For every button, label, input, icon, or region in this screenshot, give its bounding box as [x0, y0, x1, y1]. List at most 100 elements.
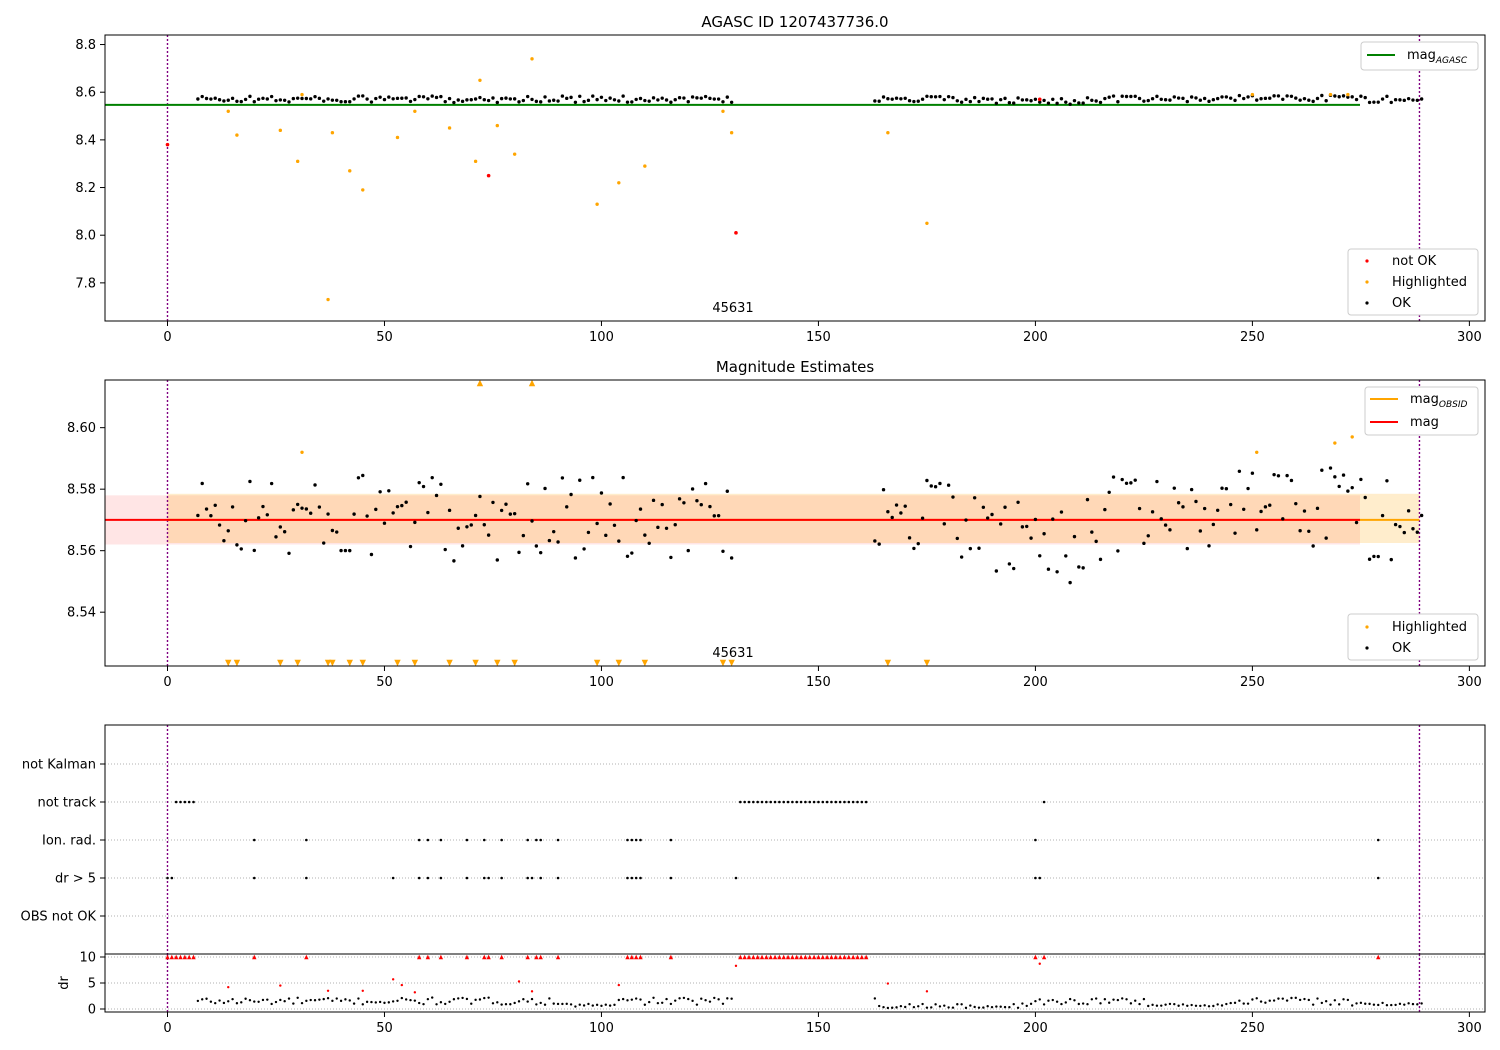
- ok-point: [313, 483, 317, 487]
- not-ok-point: [486, 173, 491, 178]
- ok-point: [1367, 100, 1372, 105]
- dr-clipped-marker: [794, 954, 799, 960]
- dr-point: [882, 1005, 885, 1009]
- flag-point: [851, 800, 855, 804]
- x-tick-label: 0: [163, 1021, 171, 1036]
- below-range-marker: [277, 659, 284, 667]
- dr-point: [665, 997, 668, 1001]
- ok-point: [946, 94, 951, 99]
- dr-point: [969, 1004, 972, 1007]
- highlighted-point: [1346, 92, 1350, 97]
- dr-highlight-point: [517, 980, 521, 983]
- ok-point: [1302, 509, 1307, 513]
- dr-point: [1355, 1002, 1358, 1005]
- dr-point: [1047, 999, 1050, 1002]
- ok-point: [1016, 96, 1020, 100]
- flag-point: [808, 800, 812, 804]
- ok-point: [560, 94, 565, 98]
- flag-point: [305, 838, 308, 842]
- dr-clipped-marker: [191, 954, 196, 960]
- ok-point: [586, 530, 591, 535]
- dr-point: [240, 1001, 243, 1004]
- flag-point: [830, 800, 833, 804]
- ok-point: [287, 100, 291, 104]
- dr-point: [947, 1006, 950, 1009]
- ok-point: [1263, 505, 1268, 509]
- ok-point: [1059, 510, 1064, 514]
- ok-point: [1051, 517, 1055, 521]
- flag-point: [804, 800, 807, 804]
- ok-point: [1285, 94, 1289, 98]
- dr-point: [357, 997, 360, 1000]
- ok-point: [625, 554, 630, 558]
- ok-point: [426, 97, 430, 101]
- ok-point: [261, 96, 265, 101]
- dr-point: [1394, 1003, 1397, 1007]
- flag-point: [439, 838, 443, 842]
- y-tick-label: 8.2: [75, 181, 96, 196]
- ok-point: [1012, 101, 1016, 105]
- highlighted-point: [326, 297, 330, 302]
- ok-point: [426, 510, 430, 515]
- dr-point: [530, 997, 534, 1001]
- above-range-marker: [528, 379, 536, 387]
- ok-point: [252, 100, 256, 104]
- ok-point: [317, 96, 322, 101]
- flag-point: [834, 800, 838, 804]
- ok-point: [994, 569, 999, 573]
- dr-point: [266, 998, 269, 1001]
- ok-point: [565, 96, 569, 101]
- highlighted-point: [300, 92, 304, 97]
- dr-point: [1012, 1002, 1015, 1006]
- dr-point: [678, 997, 681, 1000]
- highlighted-point: [1333, 441, 1337, 445]
- ok-point: [1055, 101, 1059, 106]
- ok-point: [565, 505, 569, 509]
- dr-point: [1381, 1001, 1384, 1005]
- ok-point: [1181, 96, 1185, 101]
- dr-point: [995, 1005, 998, 1008]
- dr-point: [1403, 1003, 1406, 1006]
- dr-point: [470, 1002, 473, 1005]
- dr-clipped-marker: [1033, 954, 1038, 960]
- ok-point: [599, 95, 604, 99]
- ok-point: [1129, 94, 1133, 99]
- ok-point: [439, 482, 443, 486]
- dr-point: [1238, 999, 1241, 1002]
- below-range-marker: [728, 659, 735, 667]
- flag-point: [812, 800, 816, 804]
- ok-point: [1055, 570, 1059, 574]
- ok-point: [942, 97, 946, 102]
- dr-point: [717, 998, 720, 1001]
- ok-point: [1389, 557, 1393, 562]
- ok-point: [703, 94, 708, 99]
- ok-point: [460, 99, 465, 104]
- ok-point: [1007, 562, 1012, 566]
- ok-point: [1411, 98, 1415, 102]
- ok-point: [400, 503, 404, 508]
- highlighted-point: [447, 126, 452, 130]
- ok-point: [1228, 502, 1233, 507]
- ok-point: [920, 516, 925, 520]
- flag-point: [786, 800, 790, 804]
- dr-point: [1186, 1004, 1189, 1008]
- x-tick-label: 200: [1023, 330, 1048, 345]
- ok-point: [1211, 98, 1216, 102]
- ok-point: [317, 505, 322, 509]
- dr-point: [608, 1004, 612, 1007]
- ok-point: [1189, 487, 1194, 492]
- dr-point: [1307, 998, 1311, 1002]
- dr-point: [378, 1000, 382, 1004]
- ok-point: [1320, 93, 1324, 98]
- ok-point: [1077, 565, 1081, 569]
- ok-point: [1103, 96, 1107, 101]
- ok-point: [1068, 102, 1072, 106]
- dr-point: [339, 999, 343, 1003]
- ok-point: [543, 486, 547, 491]
- flag-point: [626, 876, 629, 880]
- ok-point: [287, 551, 291, 555]
- flag-point: [634, 876, 638, 880]
- dr-point: [517, 1000, 521, 1003]
- dr-point: [1181, 1003, 1185, 1006]
